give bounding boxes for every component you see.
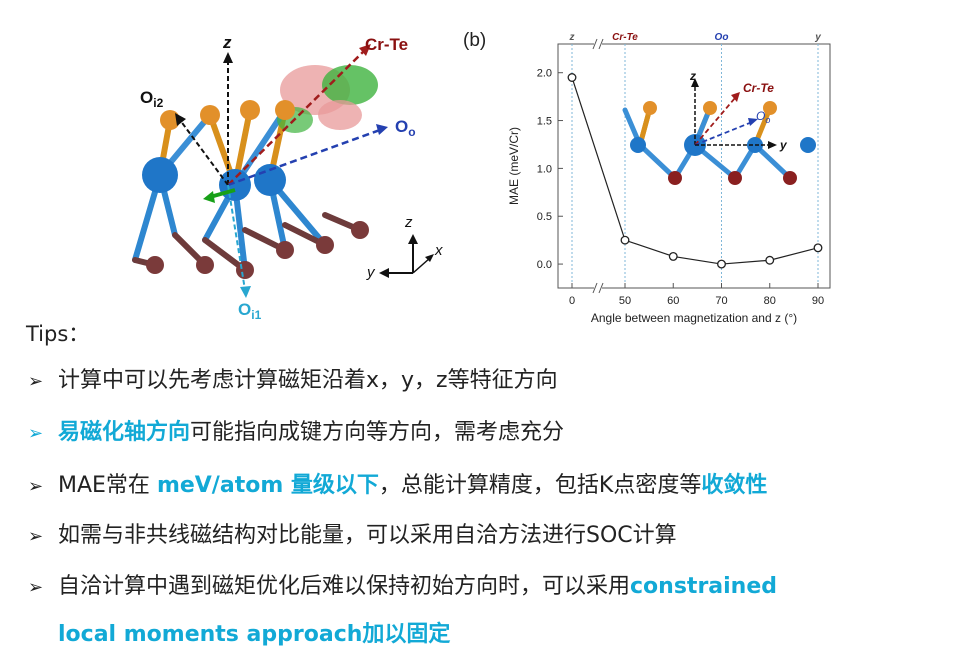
data-point <box>765 255 775 265</box>
data-point <box>813 243 823 253</box>
inset-structure: z Cr-Te Oo y <box>622 69 816 185</box>
data-point <box>668 251 678 261</box>
inset-z-label: z <box>689 69 696 83</box>
tip-item: ➢ 易磁化轴方向可能指向成键方向等方向，需考虑充分 <box>28 418 564 449</box>
y-tick-label: 0.0 <box>537 259 552 271</box>
tip-text: local moments approach加以固定 <box>58 622 451 647</box>
inset-crte-label: Cr-Te <box>743 81 774 95</box>
axis-break-mark <box>598 282 604 294</box>
tip-text: 如需与非共线磁结构对比能量，可以采用自洽方法进行SOC计算 <box>58 523 677 548</box>
bullet-arrow-icon: ➢ <box>28 577 44 598</box>
panel-b-label: (b) <box>463 30 487 51</box>
tip-text: meV/atom 量级以下 <box>156 473 379 498</box>
x-tick-label: 90 <box>812 295 824 307</box>
tip-text: 易磁化轴方向 <box>58 420 191 445</box>
x-tick-label: 60 <box>667 295 679 307</box>
bullet-arrow-icon: ➢ <box>28 526 44 547</box>
x-axis-label: Angle between magnetization and z (°) <box>591 311 797 325</box>
direction-arrows <box>175 44 388 298</box>
tip-item: local moments approach加以固定 <box>58 620 450 650</box>
tip-item: ➢ 如需与非共线磁结构对比能量，可以采用自洽方法进行SOC计算 <box>28 521 677 552</box>
tip-text: 可能指向成键方向等方向，需考虑充分 <box>190 420 565 445</box>
plot-frame <box>557 43 831 289</box>
inset-y-label: y <box>779 138 788 152</box>
y-tick-label: 1.0 <box>537 163 552 175</box>
y-tick-label: 1.5 <box>537 116 552 128</box>
tip-text: ，总能计算精度，包括K点密度等 <box>378 473 702 498</box>
tip-item: ➢ 计算中可以先考虑计算磁矩沿着x，y，z等特征方向 <box>28 366 558 397</box>
axis-x-label: x <box>434 242 443 259</box>
oo-label: Oo <box>395 117 416 139</box>
data-point <box>567 73 577 82</box>
tip-text: 收敛性 <box>701 473 768 498</box>
top-direction-label: Cr-Te <box>612 32 638 43</box>
tips-title: Tips： <box>26 322 90 346</box>
data-point <box>717 259 726 269</box>
tip-item: ➢ MAE常在 meV/atom 量级以下，总能计算精度，包括K点密度等收敛性 <box>28 471 767 502</box>
bullet-arrow-icon: ➢ <box>28 371 44 392</box>
oi1-label: Oi1 <box>238 300 262 320</box>
tip-text: MAE常在 <box>58 473 157 498</box>
axis-break-mark <box>598 38 604 50</box>
axis-break-mark <box>592 282 598 294</box>
axis-break-top-gap <box>594 40 602 48</box>
top-direction-label: y <box>814 32 821 43</box>
z-direction-label: z <box>222 33 232 52</box>
inset-oo-label: Oo <box>756 109 770 125</box>
bullet-arrow-icon: ➢ <box>28 423 44 444</box>
top-direction-label: Oo <box>715 32 729 43</box>
x-tick-label: 80 <box>764 295 776 307</box>
tip-text: constrained <box>630 574 778 599</box>
x-tick-label: 0 <box>569 295 575 307</box>
tip-text: 计算中可以先考虑计算磁矩沿着x，y，z等特征方向 <box>58 368 558 393</box>
axis-break-mark <box>592 38 598 50</box>
x-tick-label: 50 <box>619 295 631 307</box>
mae-series-line <box>571 77 819 265</box>
tip-text: 自洽计算中遇到磁矩优化后难以保持初始方向时，可以采用 <box>58 574 631 599</box>
coordinate-axes: z x y <box>366 214 443 281</box>
bullet-arrow-icon: ➢ <box>28 476 44 497</box>
y-tick-label: 0.5 <box>537 211 552 223</box>
tip-item: ➢ 自洽计算中遇到磁矩优化后难以保持初始方向时，可以采用constrained <box>28 572 777 603</box>
data-point <box>620 235 630 245</box>
x-tick-label: 70 <box>715 295 727 307</box>
oi2-label: Oi2 <box>140 88 164 110</box>
y-axis-label: MAE (meV/Cr) <box>507 127 521 205</box>
y-tick-label: 2.0 <box>537 68 552 80</box>
crte-direction-label: Cr-Te <box>365 35 408 54</box>
axis-y-label: y <box>366 264 376 281</box>
crystal-structure-figure: z Cr-Te Oi2 Oo Oi1 z x y <box>132 33 443 320</box>
axis-z-label: z <box>404 214 413 231</box>
axis-break-bottom-gap <box>594 284 602 292</box>
top-direction-label: z <box>569 32 575 43</box>
